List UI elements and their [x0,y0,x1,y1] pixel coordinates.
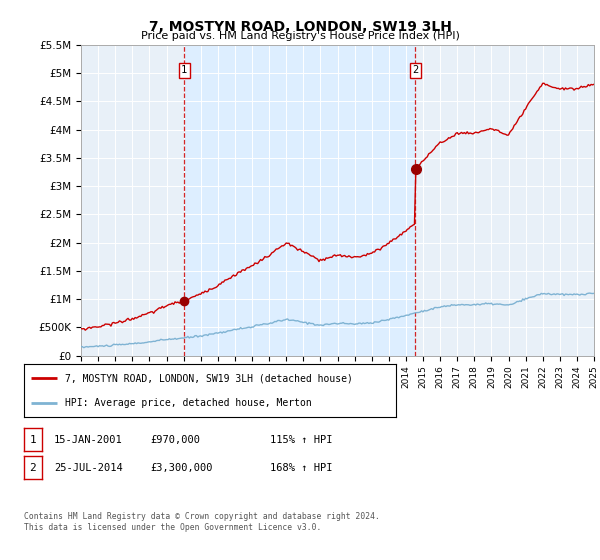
Text: Contains HM Land Registry data © Crown copyright and database right 2024.
This d: Contains HM Land Registry data © Crown c… [24,512,380,532]
Text: 15-JAN-2001: 15-JAN-2001 [54,435,123,445]
Text: 1: 1 [29,435,37,445]
Text: £970,000: £970,000 [150,435,200,445]
Text: 2: 2 [412,65,419,75]
Text: 1: 1 [181,65,187,75]
Bar [184,45,415,356]
Text: 115% ↑ HPI: 115% ↑ HPI [270,435,332,445]
Text: £3,300,000: £3,300,000 [150,463,212,473]
Text: Price paid vs. HM Land Registry's House Price Index (HPI): Price paid vs. HM Land Registry's House … [140,31,460,41]
Text: 7, MOSTYN ROAD, LONDON, SW19 3LH (detached house): 7, MOSTYN ROAD, LONDON, SW19 3LH (detach… [65,374,353,384]
Text: 2: 2 [29,463,37,473]
Text: 25-JUL-2014: 25-JUL-2014 [54,463,123,473]
Text: 7, MOSTYN ROAD, LONDON, SW19 3LH: 7, MOSTYN ROAD, LONDON, SW19 3LH [149,20,451,34]
Text: 168% ↑ HPI: 168% ↑ HPI [270,463,332,473]
Text: HPI: Average price, detached house, Merton: HPI: Average price, detached house, Mert… [65,398,311,408]
